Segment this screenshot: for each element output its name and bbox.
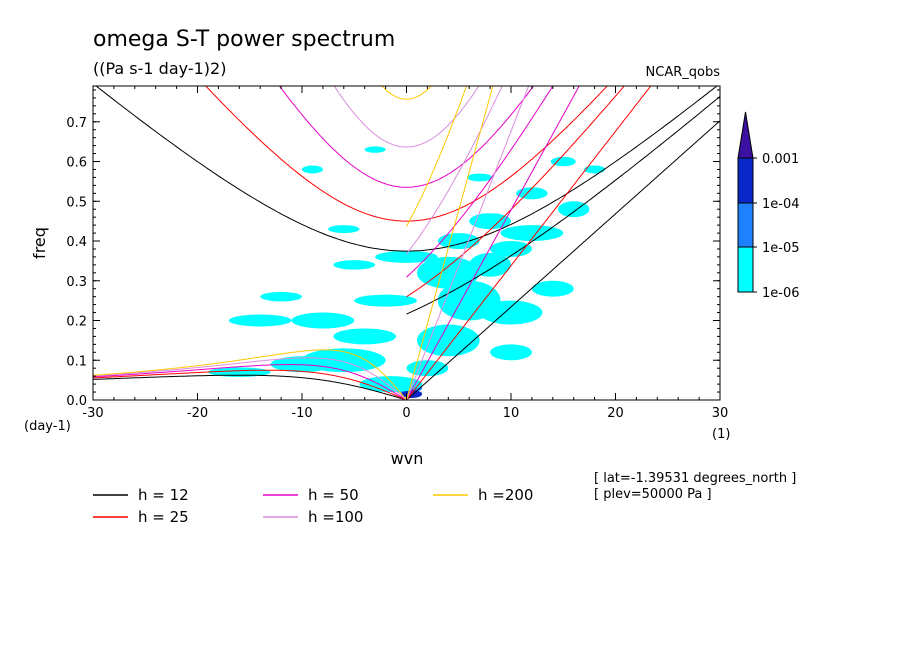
lat-annotation: [ lat=-1.39531 degrees_north ] <box>594 471 796 486</box>
contour-blob <box>479 300 543 325</box>
mrg-curve-200 <box>406 86 467 227</box>
mrg-curve-25 <box>406 86 625 298</box>
y-tick-label: 0.5 <box>66 195 87 210</box>
kelvin-curve-25 <box>406 86 652 400</box>
ig-curve-12 <box>95 86 718 252</box>
x-tick-label: 30 <box>712 406 729 421</box>
x-tick-label: -10 <box>291 406 312 421</box>
colorbar-box <box>737 157 754 204</box>
plev-annotation: [ plev=50000 Pa ] <box>594 487 712 502</box>
y-tick-label: 0.2 <box>66 315 87 330</box>
legend: h = 12 h = 25 h = 50 h =100 h =200 <box>93 486 533 526</box>
y-tick-label: 0.1 <box>66 354 87 369</box>
contour-blob <box>302 165 323 174</box>
kelvin-curve-100 <box>406 86 530 400</box>
x-unit-label: (1) <box>712 427 730 442</box>
contour-blob <box>467 173 493 182</box>
contour-blob <box>469 213 511 230</box>
ig-curve-50 <box>278 86 535 188</box>
legend-label: h =200 <box>478 486 533 504</box>
colorbar-label: 0.001 <box>762 152 799 167</box>
legend-label: h = 50 <box>308 486 359 504</box>
ig-curve-100 <box>333 86 480 148</box>
axis-ticks: -30 -20 -10 0 10 20 30 0.0 0.1 0.2 0.3 0.4 0.5 0.6 0.7 <box>66 86 728 421</box>
contour-blob <box>333 328 397 345</box>
mrg-curve-100 <box>406 86 503 255</box>
contour-blob <box>584 165 606 174</box>
contour-blob <box>228 314 292 327</box>
contour-blob <box>375 250 438 263</box>
contour-blob <box>364 146 386 153</box>
contour-blob <box>359 376 423 393</box>
mrg-curve-12 <box>406 96 720 315</box>
kelvin-curve-50 <box>406 86 580 400</box>
contour-blob <box>333 260 376 270</box>
x-tick-label: -20 <box>187 406 208 421</box>
source-label: NCAR_qobs <box>646 65 721 80</box>
mrg-curve-50 <box>406 86 554 278</box>
contour-blob <box>558 201 590 218</box>
contour-blob <box>291 312 355 329</box>
rossby-curve-12 <box>93 374 407 400</box>
legend-label: h = 25 <box>138 508 189 526</box>
x-tick-label: 20 <box>607 406 624 421</box>
rossby-curve-25 <box>93 369 407 400</box>
contour-blob <box>516 187 548 200</box>
chart-units: ((Pa s-1 day-1)2) <box>93 59 226 78</box>
kelvin-curve-200 <box>406 86 494 400</box>
contour-blob <box>207 367 271 377</box>
contour-blob <box>500 225 564 242</box>
y-tick-label: 0.6 <box>66 156 87 171</box>
ig-curve-25 <box>205 86 608 222</box>
colorbar-label: 1e-05 <box>762 241 800 256</box>
contour-blob <box>469 252 511 277</box>
x-tick-label: -30 <box>82 406 103 421</box>
contour-blob <box>531 280 574 297</box>
y-tick-label: 0.0 <box>66 394 87 409</box>
y-tick-label: 0.4 <box>66 235 87 250</box>
legend-label: h =100 <box>308 508 363 526</box>
colorbar-box <box>737 202 754 248</box>
colorbar: 0.001 1e-04 1e-05 1e-06 <box>737 111 800 301</box>
colorbar-arrow <box>737 111 754 159</box>
contour-blob <box>354 294 417 307</box>
contour-blob <box>260 291 302 302</box>
contour-blob <box>328 225 360 234</box>
colorbar-label: 1e-06 <box>762 286 800 301</box>
plot-frame <box>92 85 721 401</box>
ig-curve-200 <box>381 86 432 100</box>
contour-blob <box>416 256 480 289</box>
contour-blob <box>490 241 532 257</box>
x-tick-label: 0 <box>402 406 410 421</box>
y-axis-label: freq <box>30 227 49 259</box>
x-axis-label: wvn <box>391 449 424 468</box>
contour-blob <box>550 156 576 167</box>
colorbar-box <box>737 246 754 293</box>
contour-blob <box>490 344 532 361</box>
colorbar-label: 1e-04 <box>762 197 800 212</box>
chart-title: omega S-T power spectrum <box>93 27 395 52</box>
dispersion-curve-layer <box>93 86 720 400</box>
rossby-curve-50 <box>93 364 407 400</box>
rossby-curve-100 <box>93 357 407 400</box>
y-tick-label: 0.3 <box>66 275 87 290</box>
contour-blob <box>437 233 480 249</box>
y-tick-label: 0.7 <box>66 116 87 131</box>
legend-label: h = 12 <box>138 486 189 504</box>
contour-blob <box>270 356 334 373</box>
rossby-curve-200 <box>93 349 407 400</box>
y-unit-label: (day-1) <box>24 419 71 434</box>
x-tick-label: 10 <box>503 406 520 421</box>
kelvin-curve-12 <box>406 120 720 400</box>
